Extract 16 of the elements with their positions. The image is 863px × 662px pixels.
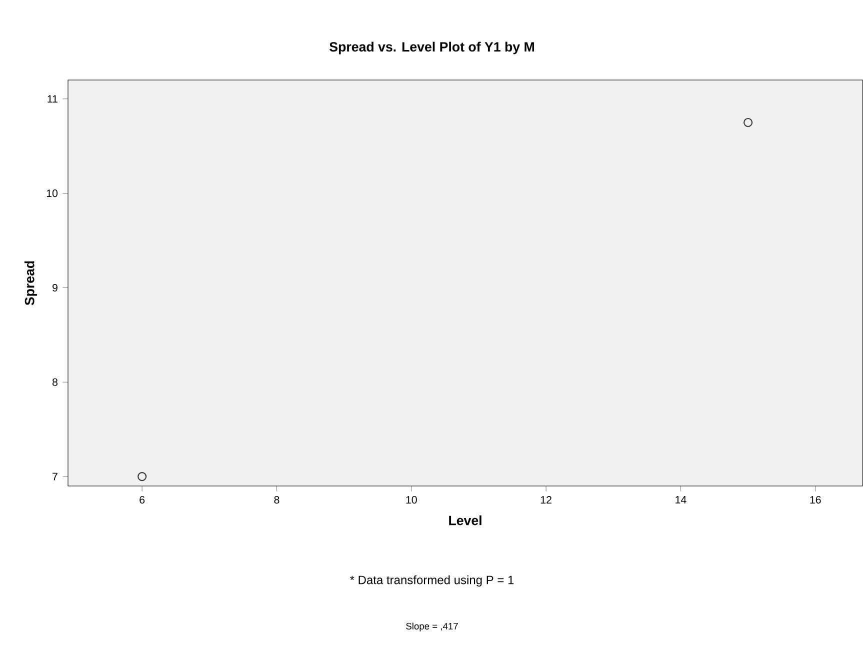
y-tick-label: 8 — [52, 378, 58, 386]
chart-title: Spread vs. Level Plot of Y1 by M — [330, 42, 534, 54]
text: * Data transformed using P = 1 — [350, 575, 514, 587]
x-tick-label: 16 — [810, 496, 821, 504]
y-tick-label: 11 — [48, 95, 58, 103]
x-tick-label: 10 — [406, 496, 417, 504]
x-tick-label: 8 — [274, 496, 280, 504]
x-axis-title: Level — [449, 515, 482, 526]
x-tick-label: 12 — [540, 496, 552, 504]
x-tick-label: 14 — [676, 496, 686, 504]
y-tick-label: 10 — [46, 190, 58, 198]
y-tick-label: 9 — [52, 284, 58, 292]
y-tick-label: 7 — [52, 472, 58, 480]
x-tick-label: 6 — [140, 496, 145, 504]
text: Slope = ,417 — [406, 622, 458, 632]
y-axis-title: Spread — [24, 261, 37, 306]
